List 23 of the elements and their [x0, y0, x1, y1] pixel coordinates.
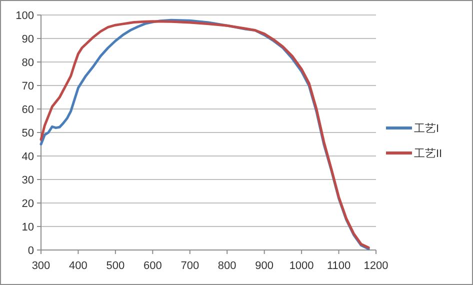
x-tick-label: 600: [143, 260, 162, 272]
y-tick-label: 80: [22, 57, 34, 69]
x-tick-label: 800: [218, 260, 236, 272]
x-tick-label: 900: [255, 260, 274, 272]
x-tick-label: 400: [69, 260, 88, 272]
y-tick-label: 70: [22, 80, 34, 92]
y-tick-label: 90: [22, 34, 34, 46]
x-tick-label: 1100: [326, 260, 351, 272]
x-tick-label: 700: [180, 260, 200, 272]
x-tick-label: 500: [106, 260, 125, 272]
y-tick-label: 100: [16, 10, 34, 22]
legend-label: 工艺II: [414, 147, 442, 160]
y-tick-label: 0: [28, 245, 34, 257]
legend-label: 工艺I: [414, 122, 440, 135]
y-tick-label: 40: [22, 151, 34, 163]
y-tick-label: 10: [22, 222, 34, 234]
x-tick-label: 300: [32, 260, 50, 272]
x-tick-label: 1200: [364, 260, 388, 272]
y-tick-label: 30: [22, 174, 34, 186]
y-tick-label: 50: [22, 128, 34, 140]
y-tick-label: 20: [22, 198, 34, 210]
y-tick-label: 60: [22, 104, 34, 116]
x-tick-label: 1000: [289, 260, 314, 272]
